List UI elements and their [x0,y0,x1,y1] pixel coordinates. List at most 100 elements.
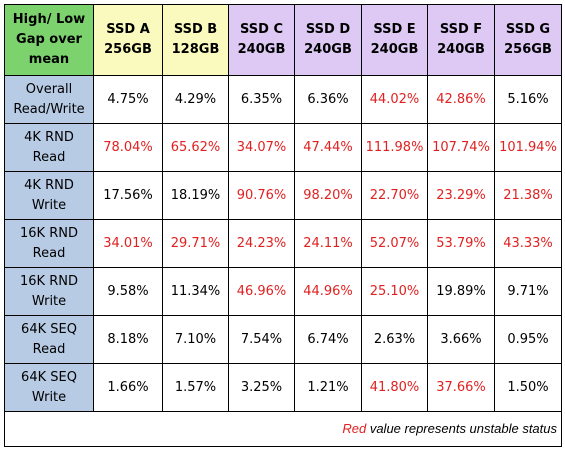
row-label-line: 16K RND [20,225,78,241]
column-header-name: SSD B [173,22,218,37]
value-cell: 1.21% [294,363,362,412]
table-row: 64K SEQ Write 1.66% 1.57% 3.25% 1.21% 41.80% 37… [4,363,562,412]
table-row: 4K RND Write 17.56% 18.19% 90.76% 98.20% 22.70… [4,171,562,220]
value-cell: 98.20% [294,171,362,220]
value-cell: 4.75% [93,75,163,124]
value-cell: 24.11% [294,219,362,268]
legend-note: Red value represents unstable status [4,411,562,447]
row-label-line: Read [32,245,66,261]
table-row: Overall Read/Write 4.75% 4.29% 6.35% 6.36% 44.… [4,75,562,124]
value-cell: 24.23% [228,219,295,268]
value-cell: 18.19% [162,171,229,220]
column-header-cell: SSD E 240GB [361,4,428,76]
corner-header-cell: High/ Low Gap over mean [4,4,94,76]
corner-header-line: Gap over [16,32,82,47]
row-label-cell: 4K RND Write [4,171,94,220]
value-cell: 78.04% [93,123,163,172]
row-label-line: Write [31,293,67,309]
corner-header-line: mean [28,52,70,67]
value-cell: 0.95% [494,315,562,364]
value-cell: 7.10% [162,315,229,364]
column-header-name: SSD D [305,22,351,37]
value-cell: 90.76% [228,171,295,220]
row-label-line: 4K RND Read [24,129,74,165]
value-cell: 37.66% [427,363,495,412]
column-header-name: SSD F [439,22,483,37]
value-cell: 6.36% [294,75,362,124]
row-label-line: 64K SEQ [21,369,77,385]
value-cell: 23.29% [427,171,495,220]
table-row: 16K RND Read 34.01% 29.71% 24.23% 24.11% 52.07… [4,219,562,268]
value-cell: 4.29% [162,75,229,124]
column-header-cell: SSD B 128GB [162,4,229,76]
row-label-line: 64K SEQ [21,321,77,337]
row-label-cell: 16K RND Write [4,267,94,316]
column-header-name: SSD C [240,22,283,37]
value-cell: 43.33% [494,219,562,268]
header-row: High/ Low Gap over mean SSD A 256GB SSD B 128G… [4,4,562,76]
value-cell: 41.80% [361,363,428,412]
value-cell: 34.01% [93,219,163,268]
row-label-line: Overall [25,81,73,97]
value-cell: 111.98% [361,123,428,172]
value-cell: 107.74% [427,123,495,172]
column-header-capacity: 128GB [171,42,220,57]
column-header-cell: SSD F 240GB [427,4,495,76]
value-cell: 3.25% [228,363,295,412]
column-header-cell: SSD A 256GB [93,4,163,76]
table-row: 64K SEQ Read 8.18% 7.10% 7.54% 6.74% 2.63% 3.66… [4,315,562,364]
value-cell: 44.96% [294,267,362,316]
column-header-name: SSD E [373,22,416,37]
column-header-capacity: 256GB [104,42,152,57]
row-label-line: Read [32,341,66,357]
row-label-cell: Overall Read/Write [4,75,94,124]
value-cell: 29.71% [162,219,229,268]
column-header-cell: SSD G 256GB [494,4,562,76]
value-cell: 19.89% [427,267,495,316]
column-header-name: SSD G [505,22,551,37]
corner-header-line: High/ Low [12,12,86,27]
value-cell: 1.66% [93,363,163,412]
row-label-cell: 4K RND Read [4,123,94,172]
table-body: High/ Low Gap over mean SSD A 256GB SSD B 128G… [4,4,562,447]
value-cell: 42.86% [427,75,495,124]
value-cell: 8.18% [93,315,163,364]
value-cell: 101.94% [494,123,562,172]
row-label-cell: 16K RND Read [4,219,94,268]
row-label-line: Write [31,389,67,405]
value-cell: 1.50% [494,363,562,412]
value-cell: 9.71% [494,267,562,316]
column-header-name: SSD A [106,22,150,37]
ssd-gap-table: High/ Low Gap over mean SSD A 256GB SSD B 128G… [4,4,562,447]
value-cell: 2.63% [361,315,428,364]
value-cell: 11.34% [162,267,229,316]
value-cell: 3.66% [427,315,495,364]
column-header-capacity: 240GB [304,42,352,57]
column-header-cell: SSD D 240GB [294,4,362,76]
value-cell: 47.44% [294,123,362,172]
row-label-line: Write [31,197,67,213]
value-cell: 1.57% [162,363,229,412]
value-cell: 25.10% [361,267,428,316]
column-header-cell: SSD C 240GB [228,4,295,76]
row-label-line: Read/Write [13,101,85,117]
footer-row: Red value represents unstable status [4,411,562,447]
table-row: 4K RND Read 78.04% 65.62% 34.07% 47.44% 111.9… [4,123,562,172]
value-cell: 6.74% [294,315,362,364]
value-cell: 22.70% [361,171,428,220]
column-header-capacity: 256GB [504,42,552,57]
value-cell: 9.58% [93,267,163,316]
table-container: High/ Low Gap over mean SSD A 256GB SSD B 128G… [4,4,562,455]
value-cell: 6.35% [228,75,295,124]
value-cell: 21.38% [494,171,562,220]
value-cell: 52.07% [361,219,428,268]
table-row: 16K RND Write 9.58% 11.34% 46.96% 44.96% 25.10… [4,267,562,316]
value-cell: 46.96% [228,267,295,316]
column-header-capacity: 240GB [437,42,485,57]
value-cell: 34.07% [228,123,295,172]
value-cell: 44.02% [361,75,428,124]
column-header-capacity: 240GB [370,42,419,57]
legend-red-word: Red [342,421,367,436]
value-cell: 65.62% [162,123,229,172]
column-header-capacity: 240GB [237,42,286,57]
